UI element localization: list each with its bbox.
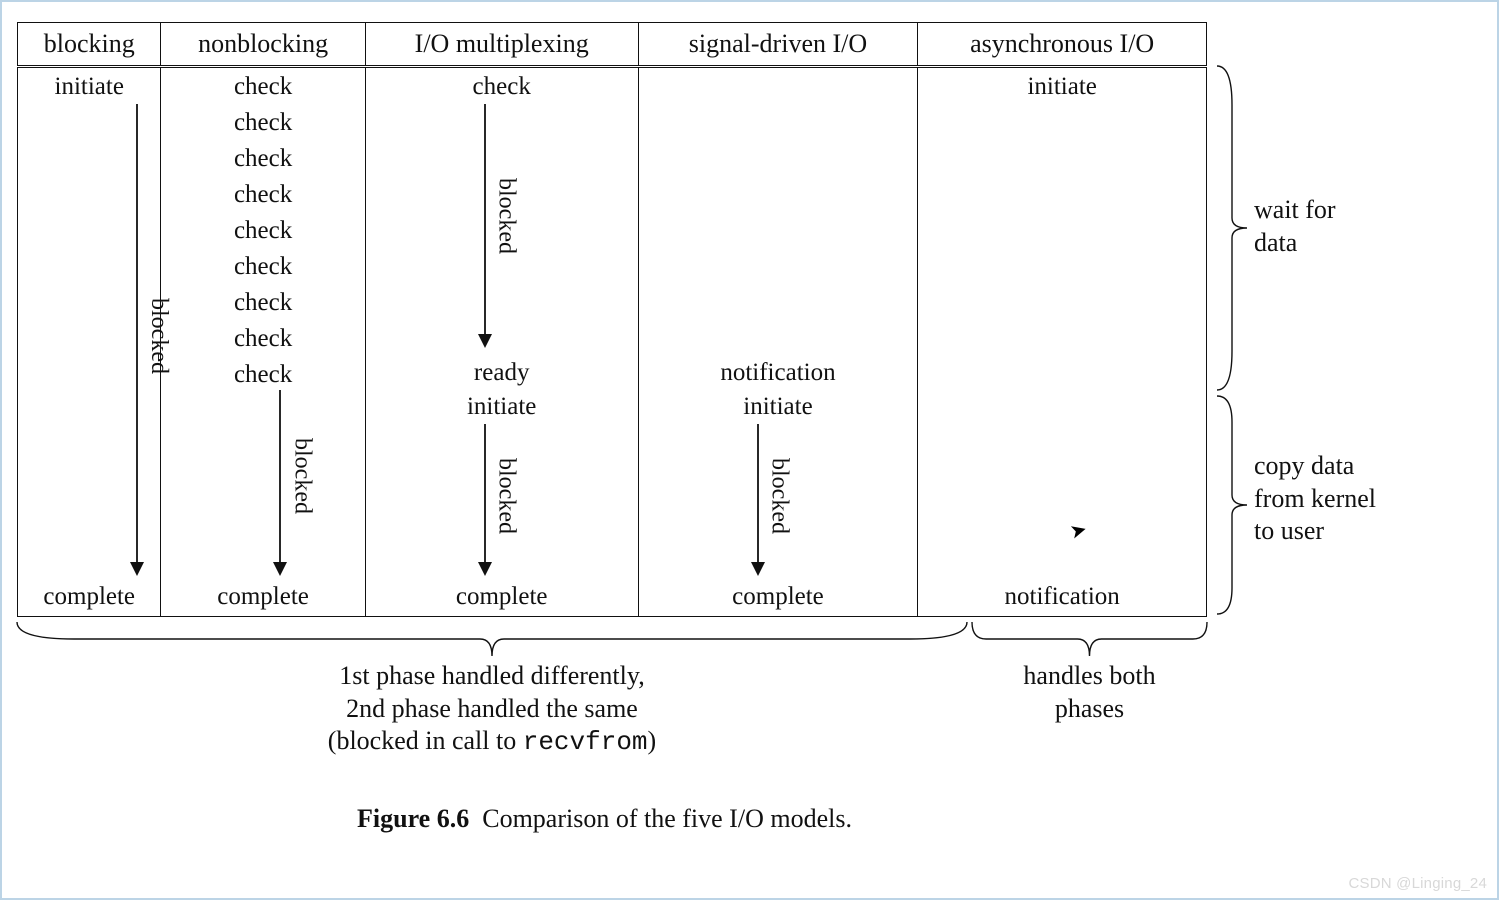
col-header-nonblocking: nonblocking	[161, 23, 365, 67]
signal-arrow-0-label: blocked	[766, 458, 793, 534]
async-text-1: notification	[918, 584, 1206, 609]
diagram-page: blocking nonblocking I/O multiplexing si…	[0, 0, 1499, 900]
col-header-blocking: blocking	[18, 23, 161, 67]
table-header-row: blocking nonblocking I/O multiplexing si…	[18, 23, 1207, 67]
nonblocking-text-3: check	[161, 182, 364, 207]
right-brace-copy	[1217, 396, 1247, 614]
blocking-text-0: initiate	[18, 74, 160, 99]
bottom-brace-first4	[17, 622, 967, 656]
multiplexing-arrow-1-label: blocked	[493, 458, 520, 534]
right-brace-wait	[1217, 66, 1247, 390]
signal-text-2: complete	[639, 584, 918, 609]
signal-text-1: initiate	[639, 394, 918, 419]
bottom-brace-async	[972, 622, 1207, 656]
blocking-text-1: complete	[18, 584, 160, 609]
col-header-signal: signal-driven I/O	[638, 23, 918, 67]
figure-caption: Figure 6.6 Comparison of the five I/O mo…	[2, 804, 1207, 834]
cell-signal: notification initiate complete blocked	[638, 67, 918, 617]
async-text-0: initiate	[918, 74, 1206, 99]
multiplexing-arrow-0-label: blocked	[493, 178, 520, 254]
nonblocking-text-5: check	[161, 254, 364, 279]
multiplexing-text-2: initiate	[366, 394, 638, 419]
cell-nonblocking: check check check check check check check check…	[161, 67, 365, 617]
bottom-label-first4: 1st phase handled differently,2nd phase …	[17, 660, 967, 759]
col-header-multiplexing: I/O multiplexing	[365, 23, 638, 67]
nonblocking-text-0: check	[161, 74, 364, 99]
nonblocking-text-4: check	[161, 218, 364, 243]
multiplexing-text-0: check	[366, 74, 638, 99]
multiplexing-text-3: complete	[366, 584, 638, 609]
col-header-async: asynchronous I/O	[918, 23, 1207, 67]
nonblocking-arrow-0-label: blocked	[288, 438, 315, 514]
nonblocking-text-2: check	[161, 146, 364, 171]
right-label-copy: copy datafrom kernelto user	[1254, 450, 1376, 548]
cell-blocking: initiatecompleteblocked	[18, 67, 161, 617]
cell-multiplexing: check ready initiate complete blocked blocked	[365, 67, 638, 617]
blocking-arrow-0	[18, 68, 160, 616]
io-models-table: blocking nonblocking I/O multiplexing si…	[17, 22, 1207, 617]
nonblocking-text-8: check	[161, 362, 364, 387]
signal-text-0: notification	[639, 360, 918, 385]
nonblocking-text-6: check	[161, 290, 364, 315]
cell-async: initiate notification	[918, 67, 1207, 617]
bottom-label-async: handles bothphases	[972, 660, 1207, 725]
nonblocking-text-7: check	[161, 326, 364, 351]
right-label-wait: wait fordata	[1254, 194, 1336, 259]
multiplexing-text-1: ready	[366, 360, 638, 385]
table-body-row: initiatecompleteblocked checkcheckcheckc…	[18, 67, 1207, 617]
watermark-text: CSDN @Linging_24	[1348, 875, 1487, 892]
nonblocking-text-1: check	[161, 110, 364, 135]
nonblocking-text-9: complete	[161, 584, 364, 609]
